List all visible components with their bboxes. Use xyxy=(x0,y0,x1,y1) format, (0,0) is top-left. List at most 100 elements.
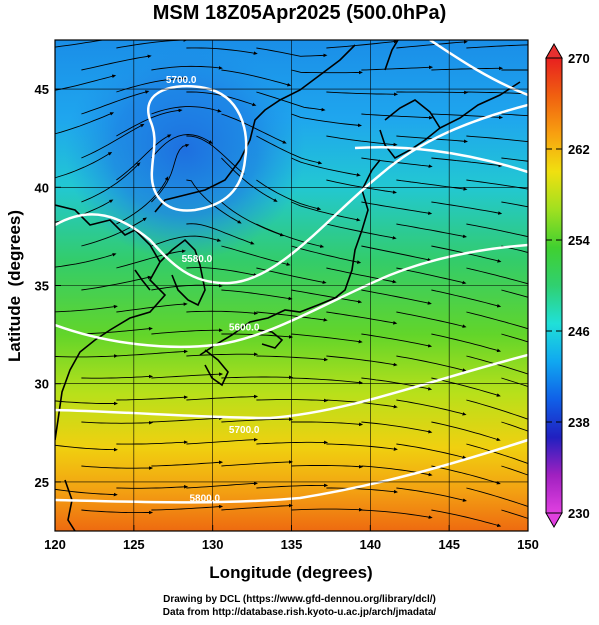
streamline xyxy=(151,504,224,511)
streamline xyxy=(466,179,528,190)
streamline xyxy=(81,217,147,247)
streamline xyxy=(221,245,291,266)
streamline xyxy=(326,355,398,367)
streamline xyxy=(81,509,154,515)
streamline xyxy=(361,201,433,215)
streamline xyxy=(151,372,224,379)
streamline xyxy=(221,417,294,423)
streamline xyxy=(116,134,172,181)
contour-5800 xyxy=(55,438,528,504)
streamline xyxy=(116,108,183,137)
streamline xyxy=(116,395,189,401)
streamline xyxy=(55,354,119,358)
streamline xyxy=(151,328,223,335)
streamline xyxy=(151,65,223,71)
streamline xyxy=(431,509,502,527)
streamline xyxy=(55,488,118,497)
streamline xyxy=(55,112,115,135)
streamline xyxy=(256,47,328,58)
streamline xyxy=(466,311,528,330)
x-tick-label: 120 xyxy=(44,537,66,552)
streamline xyxy=(116,440,189,445)
y-axis: 25 30 35 40 45 xyxy=(35,82,61,490)
streamline xyxy=(361,245,432,262)
streamline xyxy=(291,157,361,177)
streamline xyxy=(186,223,255,245)
x-tick-label: 150 xyxy=(517,537,539,552)
streamline xyxy=(116,485,189,489)
x-tick-label: 130 xyxy=(202,537,224,552)
y-tick-label: 30 xyxy=(35,377,49,392)
streamline xyxy=(221,113,287,144)
colorbar-min-extend xyxy=(545,512,563,529)
streamline xyxy=(466,487,528,507)
streamline xyxy=(326,40,398,49)
streamline xyxy=(221,460,293,467)
y-tick-label: 25 xyxy=(35,475,49,490)
streamline xyxy=(501,377,528,388)
streamline xyxy=(431,66,504,71)
streamline xyxy=(81,123,145,159)
colorbar-tick-label: 238 xyxy=(568,415,590,430)
streamline xyxy=(221,157,278,202)
streamline xyxy=(361,509,433,519)
streamline xyxy=(466,443,528,464)
x-tick-label: 140 xyxy=(359,537,381,552)
contour-label: 5580.0 xyxy=(182,254,213,265)
streamline xyxy=(396,487,467,502)
streamline xyxy=(221,503,293,511)
streamline xyxy=(466,223,528,238)
y-tick-label: 40 xyxy=(35,180,49,195)
streamline xyxy=(326,135,398,147)
contour-label: 5700.0 xyxy=(166,75,197,86)
colorbar-tick-label: 246 xyxy=(568,324,590,339)
contour-labels: 5700.0 5580.0 5600.0 5700.0 5800.0 xyxy=(166,75,260,504)
streamline xyxy=(396,355,467,372)
streamline xyxy=(466,355,528,375)
streamline xyxy=(396,443,467,459)
streamline xyxy=(291,507,364,512)
x-axis-label: Longitude (degrees) xyxy=(209,563,372,582)
colorbar-scale xyxy=(545,57,563,514)
y-tick-label: 35 xyxy=(35,279,49,294)
streamline xyxy=(55,304,118,313)
streamline xyxy=(116,302,188,313)
streamline xyxy=(116,249,186,269)
streamline xyxy=(326,311,398,325)
streamline xyxy=(431,289,502,308)
streamline xyxy=(256,179,322,211)
streamline xyxy=(291,201,361,222)
streamline xyxy=(431,333,502,353)
streamline xyxy=(186,267,258,277)
contour-low-closed xyxy=(147,84,248,212)
lat-lon-grid xyxy=(55,40,528,531)
streamline xyxy=(81,162,141,203)
streamline xyxy=(501,333,528,343)
streamline xyxy=(55,74,117,91)
colorbar-tick-label: 270 xyxy=(568,51,590,66)
streamline xyxy=(291,421,364,427)
streamline xyxy=(361,113,434,120)
streamline xyxy=(186,135,245,175)
streamline xyxy=(396,135,468,144)
streamline xyxy=(186,481,258,489)
streamline xyxy=(431,421,501,442)
streamline xyxy=(291,289,363,304)
streamline xyxy=(55,444,118,452)
streamline xyxy=(291,245,362,264)
streamline xyxy=(151,134,213,159)
streamline xyxy=(81,275,152,291)
streamline xyxy=(326,443,398,451)
streamline xyxy=(396,179,468,191)
streamline xyxy=(81,374,154,379)
streamline xyxy=(466,135,528,143)
streamline xyxy=(256,91,326,112)
streamline xyxy=(221,69,292,87)
streamline xyxy=(326,267,397,284)
streamline xyxy=(466,267,528,285)
streamline xyxy=(186,352,259,357)
streamline xyxy=(55,40,118,48)
streamline xyxy=(55,400,118,406)
streamline xyxy=(431,157,503,168)
streamline xyxy=(291,113,362,128)
